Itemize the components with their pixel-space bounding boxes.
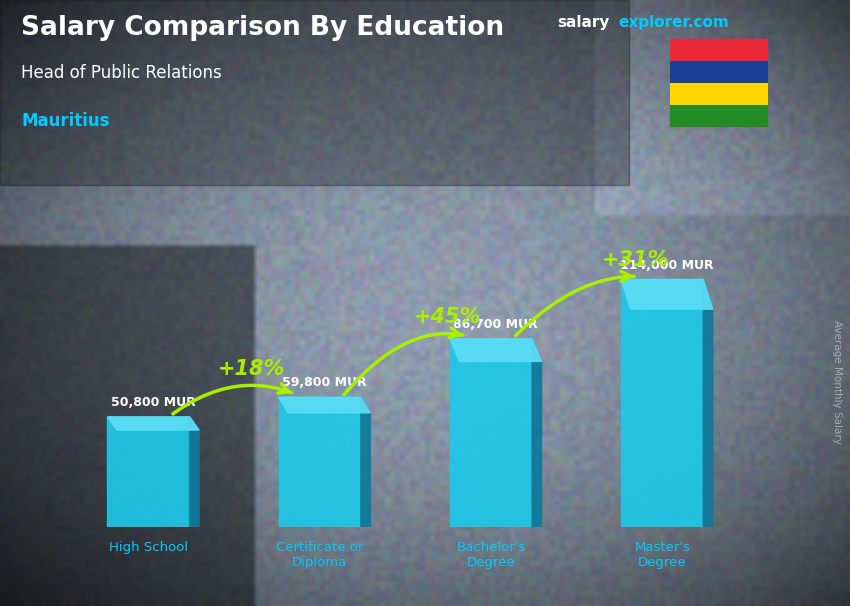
Polygon shape (279, 398, 361, 527)
Text: salary: salary (557, 15, 609, 30)
Polygon shape (621, 279, 713, 309)
Polygon shape (703, 279, 713, 527)
Text: Salary Comparison By Education: Salary Comparison By Education (21, 15, 504, 41)
Bar (670, 39, 768, 61)
Text: Head of Public Relations: Head of Public Relations (21, 64, 222, 82)
Text: 50,800 MUR: 50,800 MUR (110, 396, 196, 409)
Text: explorer.com: explorer.com (619, 15, 729, 30)
Bar (670, 105, 768, 127)
Polygon shape (107, 417, 199, 430)
Text: 114,000 MUR: 114,000 MUR (620, 259, 714, 271)
Text: +45%: +45% (414, 307, 481, 327)
Text: 59,800 MUR: 59,800 MUR (282, 376, 367, 390)
Polygon shape (532, 339, 541, 527)
Text: Average Monthly Salary: Average Monthly Salary (832, 320, 842, 444)
Polygon shape (621, 279, 703, 527)
Polygon shape (107, 417, 190, 527)
Polygon shape (450, 339, 532, 527)
Text: 86,700 MUR: 86,700 MUR (453, 318, 538, 331)
Bar (670, 61, 768, 84)
Polygon shape (279, 398, 371, 413)
Text: Mauritius: Mauritius (21, 112, 110, 130)
Polygon shape (450, 339, 541, 361)
Polygon shape (361, 398, 371, 527)
Text: +18%: +18% (218, 359, 286, 379)
Bar (670, 84, 768, 105)
Text: +31%: +31% (602, 250, 669, 270)
Polygon shape (190, 417, 199, 527)
